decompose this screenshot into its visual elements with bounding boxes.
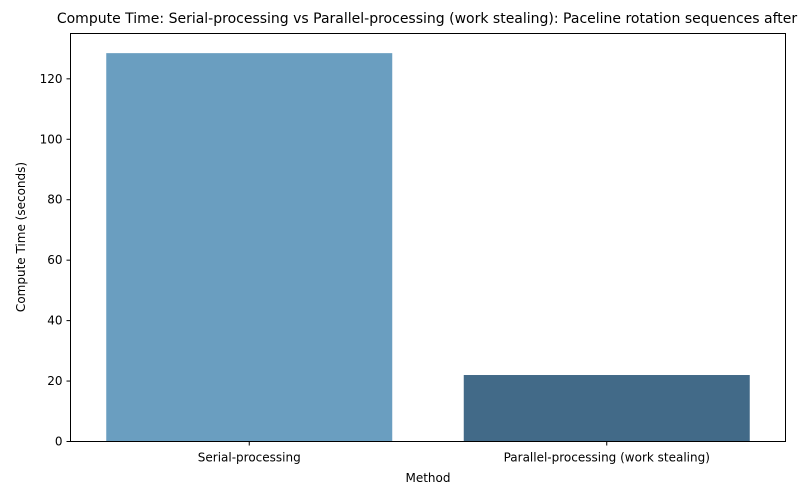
- y-tick-label: 80: [47, 193, 62, 207]
- y-axis-ticks: 0 20 40 60 80 100 120: [40, 72, 71, 449]
- plot-frame: [70, 33, 786, 442]
- y-tick-label: 100: [40, 132, 63, 146]
- x-tick-label: Serial-processing: [198, 451, 301, 465]
- x-axis-ticks: Serial-processing Parallel-processing (wo…: [198, 441, 710, 465]
- y-tick-label: 40: [47, 314, 62, 328]
- bars-group: [106, 53, 750, 442]
- x-axis-label: Method: [405, 471, 450, 485]
- y-tick-label: 60: [47, 253, 62, 267]
- y-axis-label: Compute Time (seconds): [14, 162, 28, 312]
- chart-title: Compute Time: Serial-processing vs Paral…: [57, 11, 798, 27]
- y-tick-label: 20: [47, 374, 62, 388]
- y-tick-label: 120: [40, 72, 63, 86]
- x-tick-label: Parallel-processing (work stealing): [504, 451, 710, 465]
- bar-2: [463, 375, 750, 442]
- y-tick-label: 0: [55, 435, 63, 449]
- bar-1: [106, 53, 393, 442]
